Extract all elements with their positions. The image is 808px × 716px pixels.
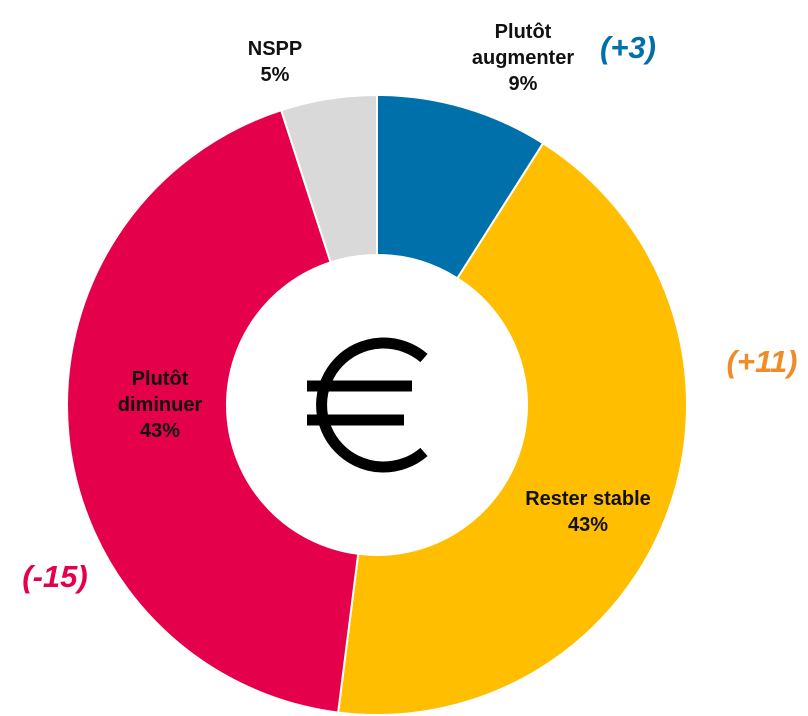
donut-slice bbox=[337, 141, 688, 716]
value-label: 5% bbox=[260, 64, 290, 86]
slices bbox=[65, 93, 688, 716]
value-label: 43% bbox=[567, 514, 609, 536]
euro-curve bbox=[316, 337, 428, 473]
category-label: NSPP bbox=[247, 38, 303, 60]
category-label: Plutôt augmenter bbox=[471, 21, 575, 69]
slice-label: Plutôt diminuer 43% bbox=[100, 366, 220, 444]
category-label: Plutôt diminuer bbox=[117, 368, 203, 416]
value-label: 9% bbox=[508, 73, 538, 95]
donut-slice bbox=[279, 93, 378, 264]
value-label: 43% bbox=[139, 420, 181, 442]
euro-icon bbox=[307, 337, 428, 473]
slice-label: Plutôt augmenter 9% bbox=[458, 19, 588, 97]
change-label: (+3) bbox=[600, 30, 656, 65]
donut-slice bbox=[65, 108, 360, 714]
change-label: (-15) bbox=[22, 559, 88, 594]
change-label: (+11) bbox=[726, 344, 798, 379]
slice-label: Rester stable 43% bbox=[488, 486, 688, 538]
category-label: Rester stable bbox=[525, 488, 651, 510]
slice-label: NSPP 5% bbox=[225, 36, 325, 88]
